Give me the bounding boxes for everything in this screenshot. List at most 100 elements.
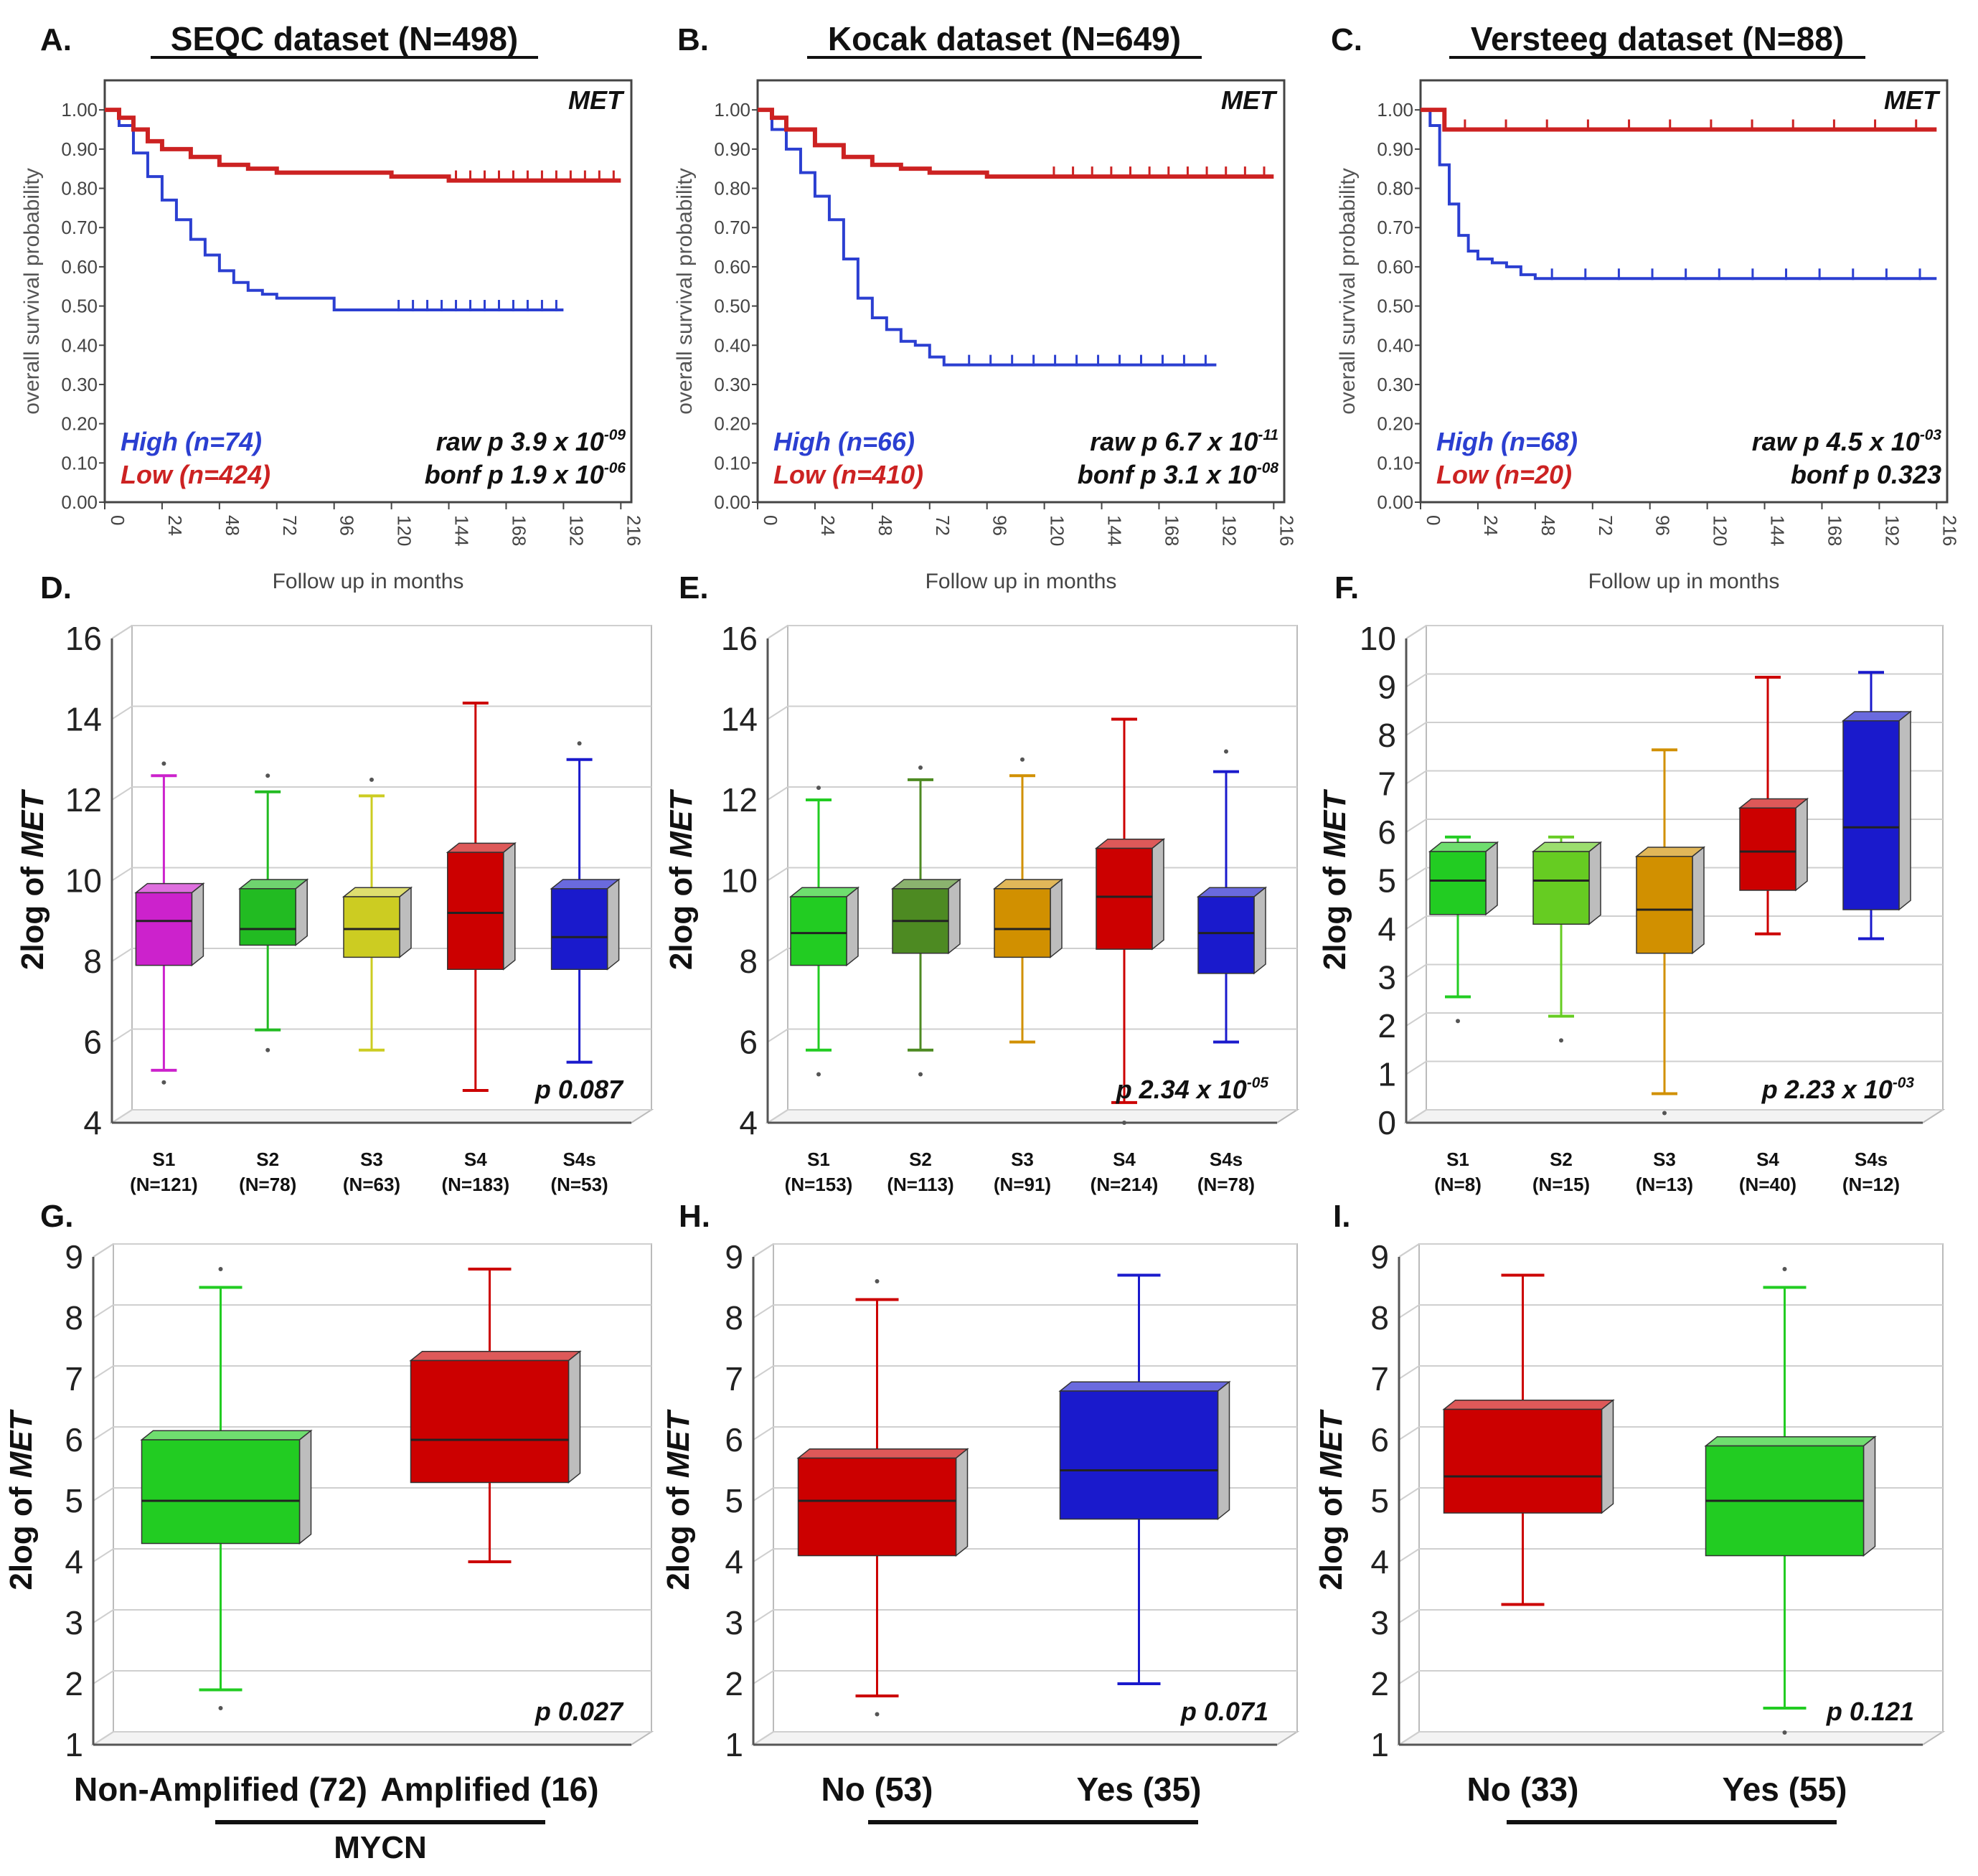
p-value: p 0.027 [534,1697,624,1726]
box [239,888,296,946]
y-tick-label: 3 [725,1604,743,1641]
box [1443,1408,1603,1514]
category-label: No (33) [1467,1771,1579,1808]
y-tick-label: 0.00 [61,491,98,513]
category-label: S4 [1756,1149,1779,1170]
outlier [265,773,270,778]
y-tick-label: 6 [1370,1421,1389,1458]
legend-entry: High (n=68) [1436,427,1578,456]
y-tick-label: 1.00 [1377,99,1413,121]
y-tick-label: 0.10 [714,452,750,473]
category-count: (N=78) [239,1174,296,1195]
y-tick-label: 0.80 [1377,178,1413,199]
y-tick-label: 0.30 [714,374,750,395]
panel-letter: C. [1331,22,1362,57]
grid-line [1405,673,1427,688]
y-tick-label: 0.20 [1377,413,1413,435]
box [1532,851,1590,925]
x-axis-label: Follow up in months [273,570,464,593]
category-label: S4s [562,1149,595,1170]
legend-entry: Low (n=20) [1436,460,1572,489]
outlier [1782,1267,1787,1271]
x-tick-label: 72 [932,515,953,536]
p-value: p 2.34 x 10-05 [1116,1075,1269,1104]
y-tick-label: 0.90 [1377,138,1413,160]
y-tick-label: 1 [1370,1726,1389,1763]
panel-letter: B. [677,22,709,57]
box [790,896,847,966]
outlier [1782,1730,1787,1735]
grid-line [1405,1109,1427,1123]
grid-line [93,1731,114,1745]
x-tick-label: 120 [1047,515,1068,546]
y-tick-label: 7 [1377,765,1396,803]
y-tick-label: 3 [1370,1604,1389,1641]
y-axis-label: overall survival probability [673,168,697,414]
y-tick-label: 0.30 [1377,374,1413,395]
y-tick-label: 12 [721,781,758,819]
x-tick-label: 168 [508,515,529,546]
grid-line [1398,1243,1420,1258]
grid-line [1398,1731,1420,1745]
x-tick-label: 216 [1939,515,1960,546]
y-tick-label: 10 [65,862,102,900]
grid-line [93,1426,114,1441]
outlier [1020,757,1025,762]
box [1096,847,1153,950]
box-side [955,1448,969,1557]
grid-line [93,1670,114,1684]
y-tick-label: 9 [1377,669,1396,706]
group-label: MYCN [334,1830,427,1865]
box [1842,720,1900,910]
y-axis-label: 2log of MET [1314,1409,1349,1590]
grid-line [93,1304,114,1319]
survival-curve [105,108,621,183]
y-tick-label: 2 [725,1665,743,1702]
x-tick-label: 96 [336,515,358,536]
outlier [369,777,374,782]
grid-line [753,1426,774,1441]
y-tick-label: 0.50 [61,296,98,317]
y-tick-label: 5 [65,1482,83,1519]
y-tick-label: 10 [1360,620,1396,657]
y-tick-label: 12 [65,781,102,819]
grid-line [1405,819,1427,833]
grid-line [1398,1609,1420,1623]
raw-p-value: raw p 4.5 x 10-03 [1752,427,1942,456]
x-tick-label: 48 [875,515,896,536]
legend-entry: Low (n=424) [121,460,270,489]
gene-label: MET [568,85,625,115]
box [1059,1390,1219,1520]
survival-curve [758,108,1274,179]
y-tick-label: 0.60 [61,256,98,278]
box-side [1692,846,1705,955]
y-tick-label: 6 [83,1024,102,1061]
x-tick-label: 216 [1276,515,1297,546]
box-side [948,878,961,955]
grid-line [93,1243,114,1258]
grid-line [767,705,788,720]
x-tick-label: 144 [451,515,473,546]
x-tick-label: 216 [623,515,644,546]
category-count: (N=53) [550,1174,608,1195]
x-tick-label: 192 [1881,515,1903,546]
box [994,888,1051,958]
box-top [1442,1399,1615,1410]
grid-line [1405,722,1427,736]
box-side [1050,878,1063,958]
x-tick-label: 96 [1652,515,1674,536]
category-label: Yes (35) [1077,1771,1202,1808]
x-axis-label: Follow up in months [1588,570,1780,593]
y-tick-label: 5 [1370,1482,1389,1519]
y-tick-label: 0.60 [714,256,750,278]
grid-line [753,1731,774,1745]
box-side [191,882,204,967]
grid-line [1398,1426,1420,1441]
y-tick-label: 10 [721,862,758,900]
y-tick-label: 2 [1370,1665,1389,1702]
box [1739,807,1796,891]
y-tick-label: 5 [725,1482,743,1519]
outlier [1224,749,1228,754]
y-tick-label: 7 [65,1360,83,1397]
category-count: (N=183) [441,1174,509,1195]
